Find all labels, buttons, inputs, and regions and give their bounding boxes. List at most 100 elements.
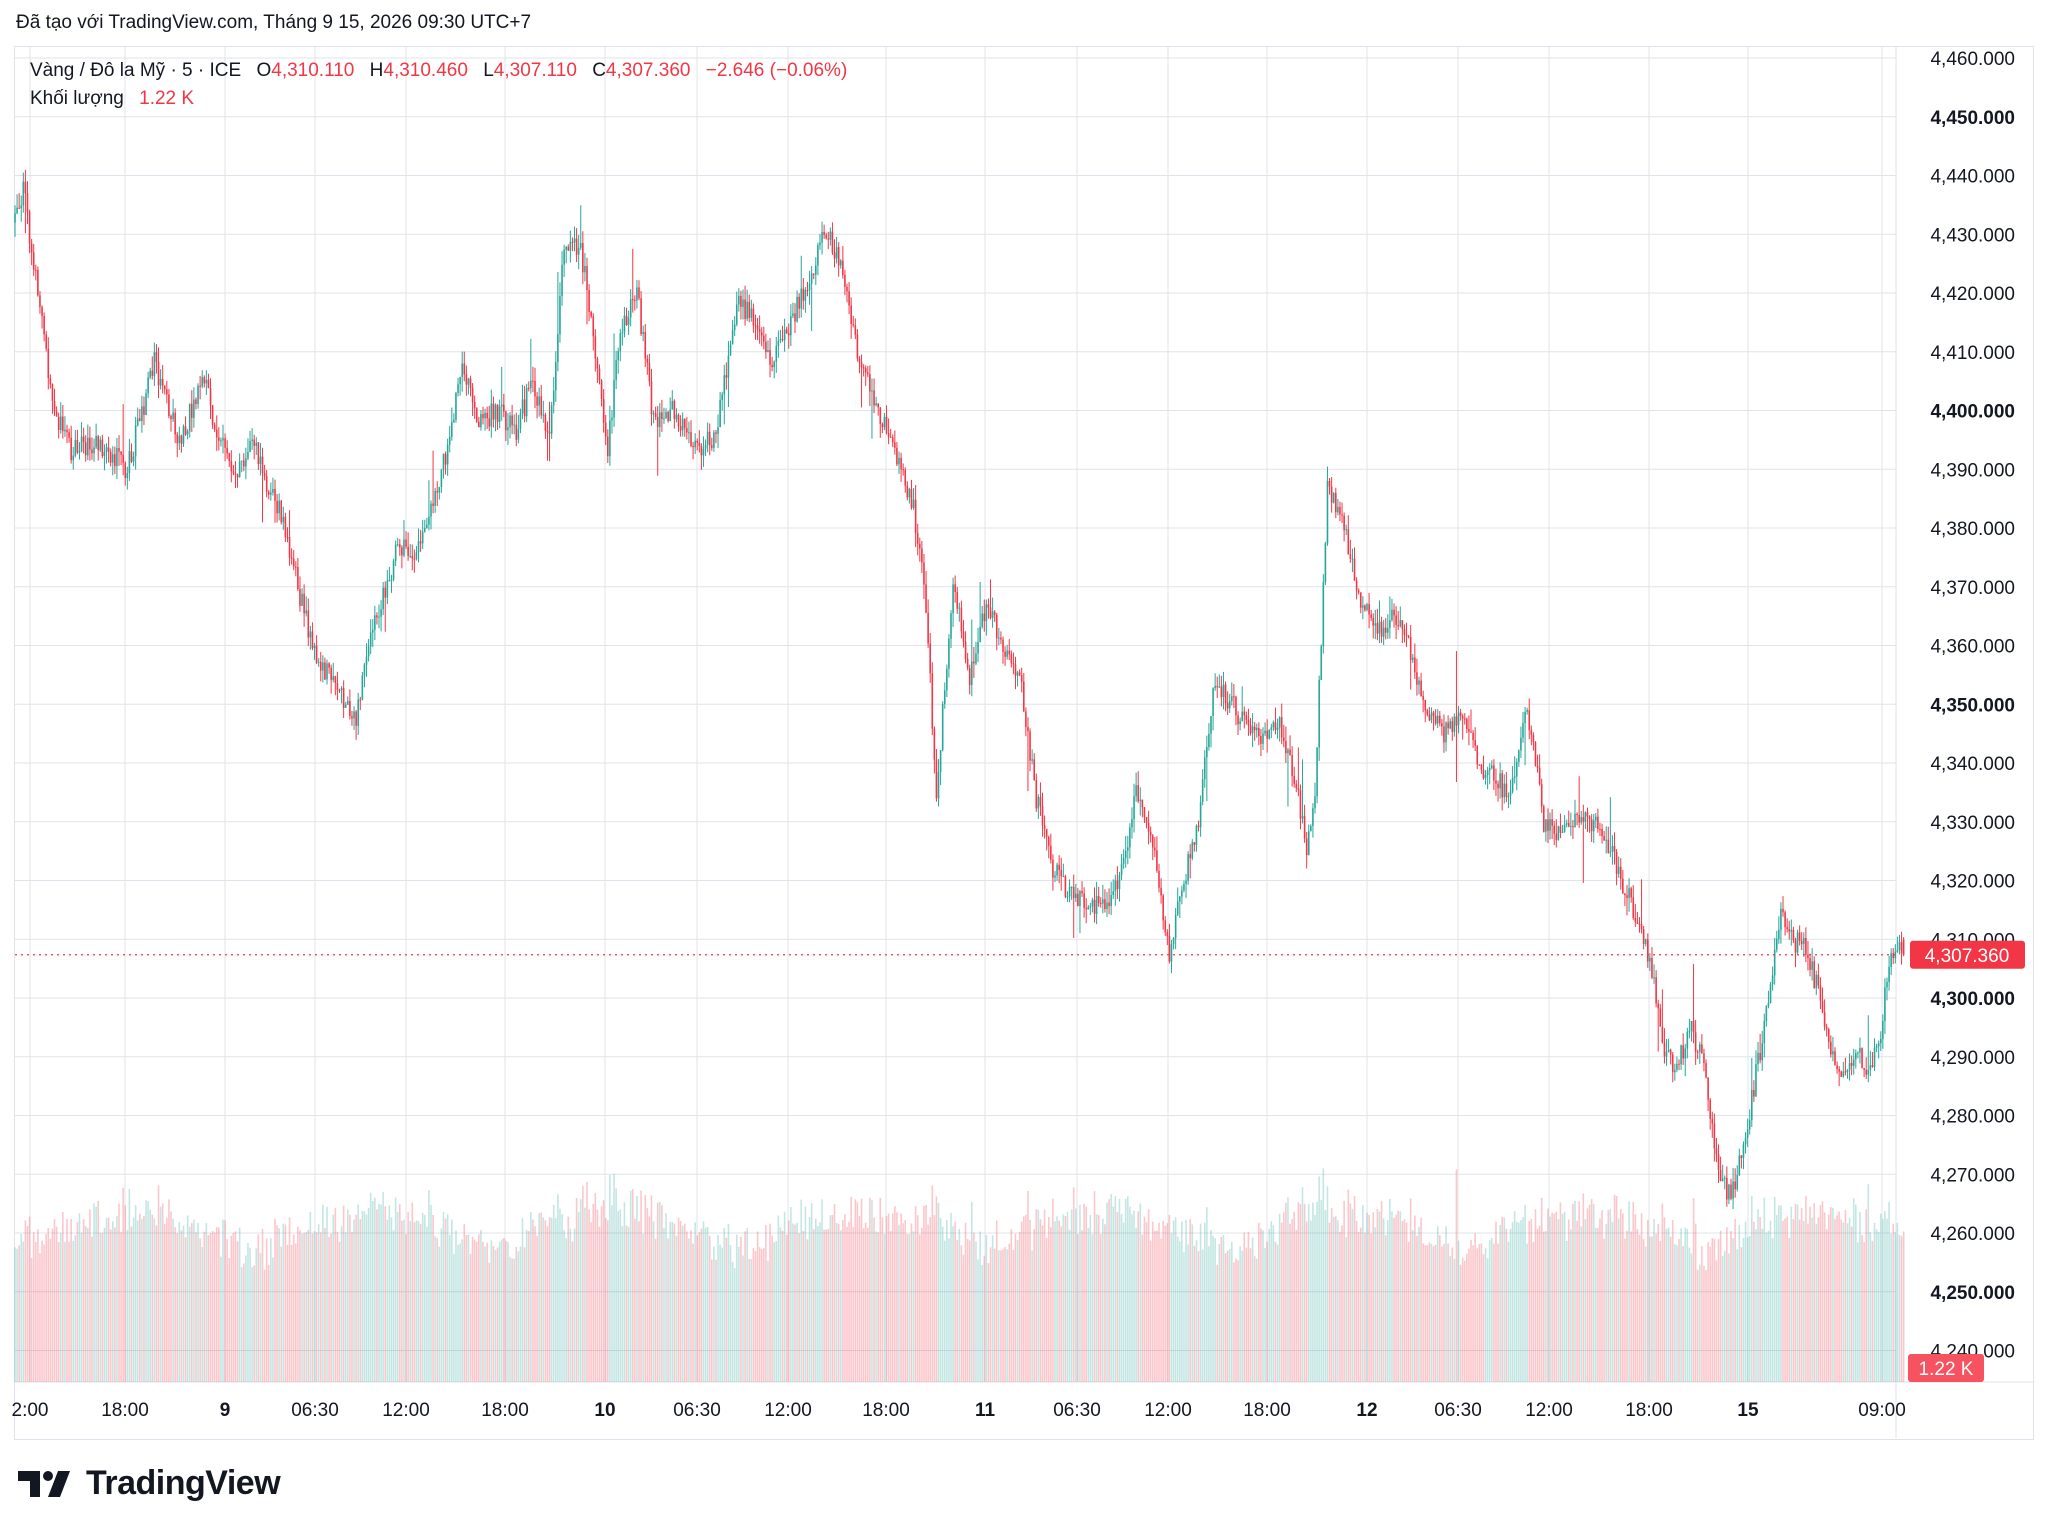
candle-body <box>706 431 709 445</box>
candle-body <box>1006 650 1008 657</box>
volume-bar <box>55 1226 58 1382</box>
candle-body <box>1696 1051 1699 1053</box>
volume-bar <box>885 1216 888 1382</box>
candle-body <box>330 667 332 680</box>
candle-body <box>731 330 734 345</box>
candle-body <box>1728 1184 1730 1200</box>
volume-bar <box>1387 1219 1389 1382</box>
candle-body <box>1746 1129 1749 1138</box>
volume-bar <box>1601 1210 1603 1382</box>
volume-label[interactable]: Khối lượng <box>30 88 124 109</box>
volume-bar <box>1118 1198 1121 1382</box>
volume-bar <box>756 1231 759 1382</box>
price-axis[interactable]: 4,460.0004,450.0004,440.0004,430.0004,42… <box>1908 49 2025 1382</box>
candle-body <box>1014 664 1017 676</box>
candle-body <box>960 607 963 632</box>
candle-body <box>885 416 888 433</box>
volume-bar <box>278 1228 280 1382</box>
candle-body <box>403 539 405 556</box>
volume-bar <box>95 1206 97 1382</box>
volume-bar <box>1172 1220 1175 1382</box>
candle-body <box>1255 727 1258 731</box>
time-axis[interactable]: 2:00 18:00 9 06:30 12:00 18:00 10 06:30 12:00 18:… <box>12 1400 1906 1421</box>
volume-bar <box>39 1253 41 1382</box>
volume-bar <box>1832 1207 1834 1382</box>
candle-body <box>409 555 411 557</box>
volume-bar <box>748 1259 751 1382</box>
volume-bar <box>706 1226 709 1382</box>
volume-bar <box>1682 1246 1684 1382</box>
candle-body <box>902 469 904 471</box>
volume-bar <box>831 1215 834 1382</box>
candle-body <box>170 416 172 420</box>
candle-body <box>1233 696 1235 698</box>
candle-body <box>1054 875 1056 878</box>
candle-body <box>1035 779 1038 809</box>
candle-body <box>1830 1041 1832 1055</box>
candle-body <box>573 238 576 243</box>
volume-bar <box>384 1206 387 1382</box>
candle-body <box>1249 725 1252 734</box>
y-tick-label: 4,420.000 <box>1930 284 2015 305</box>
candle-body <box>798 296 800 309</box>
candle-body <box>455 392 457 420</box>
symbol-title[interactable]: Vàng / Đô la Mỹ · 5 · ICE <box>30 60 242 81</box>
candle-body <box>1422 696 1424 700</box>
candle-body <box>1886 982 1888 988</box>
candle-body <box>1137 785 1139 802</box>
candle-body <box>1004 651 1006 657</box>
volume-bar <box>742 1255 744 1382</box>
candle-body <box>1411 657 1414 661</box>
volume-bar <box>1836 1215 1838 1382</box>
volume-bar <box>1110 1194 1112 1382</box>
candle-body <box>1809 957 1811 970</box>
candle-body <box>1678 1063 1680 1065</box>
candle-body <box>503 404 505 412</box>
volume-bar <box>673 1223 676 1382</box>
candle-body <box>465 374 468 385</box>
candle-body <box>887 432 890 437</box>
candle-body <box>151 370 154 376</box>
volume-bar <box>1322 1168 1325 1382</box>
candle-body <box>644 331 647 359</box>
volume-bar <box>935 1196 938 1382</box>
volume-bar <box>199 1238 201 1382</box>
close-value: 4,307.360 <box>605 60 691 81</box>
candle-body <box>209 388 212 406</box>
candle-body <box>41 307 43 317</box>
candle-body <box>1023 681 1025 712</box>
candle-body <box>1530 730 1533 735</box>
volume-bar <box>1875 1229 1878 1382</box>
tradingview-logo[interactable]: TradingView <box>18 1464 281 1503</box>
volume-bar <box>1378 1211 1381 1382</box>
volume-bar <box>1734 1218 1736 1382</box>
volume-bar <box>307 1229 310 1382</box>
volume-bar <box>265 1238 268 1382</box>
y-tick-label: 4,370.000 <box>1930 578 2015 599</box>
volume-bar <box>1730 1230 1732 1382</box>
volume-bar <box>1299 1203 1302 1382</box>
volume-bar <box>713 1246 715 1382</box>
chart-frame[interactable] <box>14 46 2034 1440</box>
candle-body <box>827 238 830 240</box>
volume-bar <box>1251 1237 1254 1382</box>
volume-bar <box>821 1199 823 1382</box>
volume-bar <box>405 1234 407 1382</box>
candle-body <box>1245 715 1248 720</box>
candle-body <box>1052 859 1054 878</box>
volume-bar <box>1526 1243 1528 1382</box>
volume-bar <box>767 1260 769 1382</box>
volume-bar <box>1422 1243 1424 1382</box>
candle-body <box>783 329 786 341</box>
candle-body <box>1803 937 1805 944</box>
candle-body <box>1382 627 1385 637</box>
volume-bar <box>301 1233 303 1382</box>
volume-bar <box>305 1232 307 1382</box>
candle-body <box>238 461 241 478</box>
volume-bar <box>1746 1237 1749 1382</box>
candle-body <box>89 437 91 450</box>
candle-body <box>1840 1071 1843 1077</box>
volume-bar <box>1811 1217 1813 1382</box>
volume-bar <box>1389 1199 1391 1382</box>
